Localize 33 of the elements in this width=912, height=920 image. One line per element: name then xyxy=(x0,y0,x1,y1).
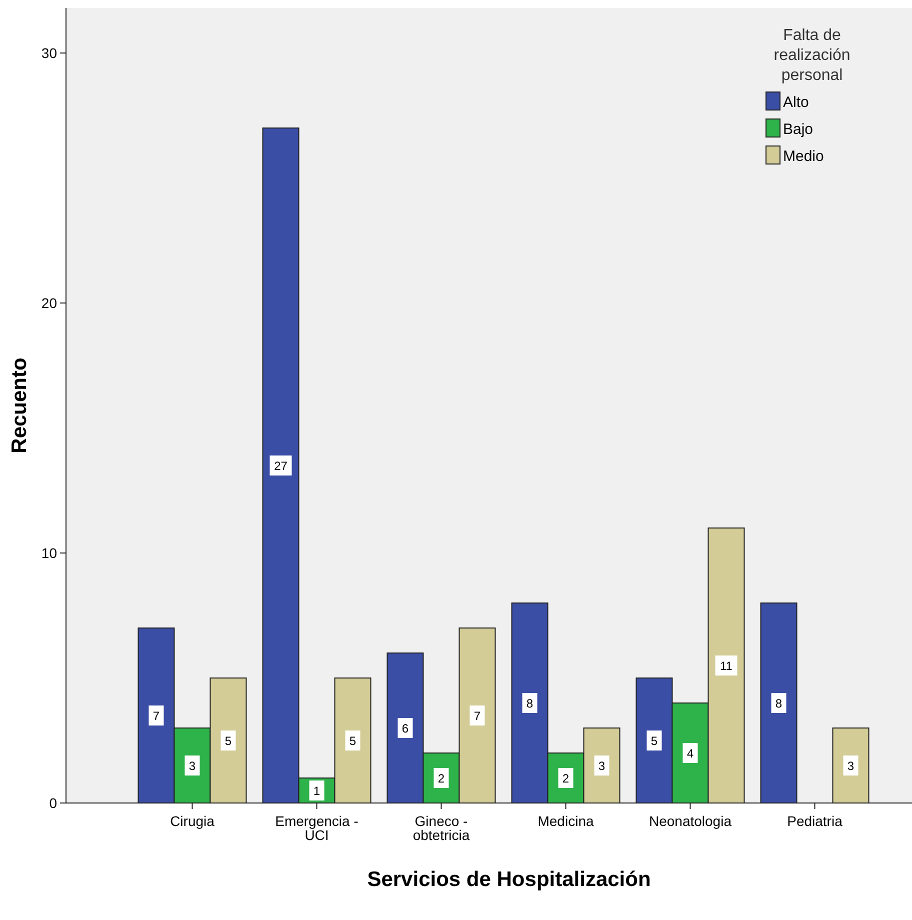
data-label: 8 xyxy=(526,696,534,710)
data-label: 2 xyxy=(562,772,570,786)
y-tick-label: 0 xyxy=(49,795,58,811)
x-tick-label: Pediatria xyxy=(787,813,843,829)
y-tick-label: 30 xyxy=(41,45,58,61)
y-tick-label: 20 xyxy=(41,295,58,311)
data-label: 7 xyxy=(152,709,160,723)
data-label: 2 xyxy=(438,772,445,786)
legend-label: Bajo xyxy=(783,121,814,138)
data-label: 5 xyxy=(349,734,356,748)
data-label: 3 xyxy=(188,759,196,773)
data-label: 7 xyxy=(474,709,481,723)
data-label: 3 xyxy=(847,759,854,773)
legend-label: Alto xyxy=(783,94,809,111)
data-label: 27 xyxy=(274,459,288,473)
data-label: 5 xyxy=(650,734,658,748)
y-tick-label: 10 xyxy=(41,545,58,561)
x-tick-label: Emergencia - UCI xyxy=(275,813,359,843)
data-label: 11 xyxy=(720,659,733,673)
data-label: 6 xyxy=(402,722,409,736)
x-tick-label: Medicina xyxy=(538,813,594,829)
data-label: 1 xyxy=(313,784,320,798)
legend-label: Medio xyxy=(783,148,824,165)
x-tick-label: Neonatologia xyxy=(648,813,732,829)
data-label: 8 xyxy=(775,696,782,710)
x-tick-label: Gineco - obtetricia xyxy=(412,813,470,843)
x-axis-title: Servicios de Hospitalización xyxy=(367,868,651,891)
legend-title: Falta de realización personal xyxy=(774,27,850,84)
y-axis-title: Recuento xyxy=(8,358,31,454)
data-label: 5 xyxy=(224,734,232,748)
x-tick-label: Cirugia xyxy=(170,813,215,829)
data-label: 3 xyxy=(598,759,606,773)
data-label: 4 xyxy=(686,746,694,760)
